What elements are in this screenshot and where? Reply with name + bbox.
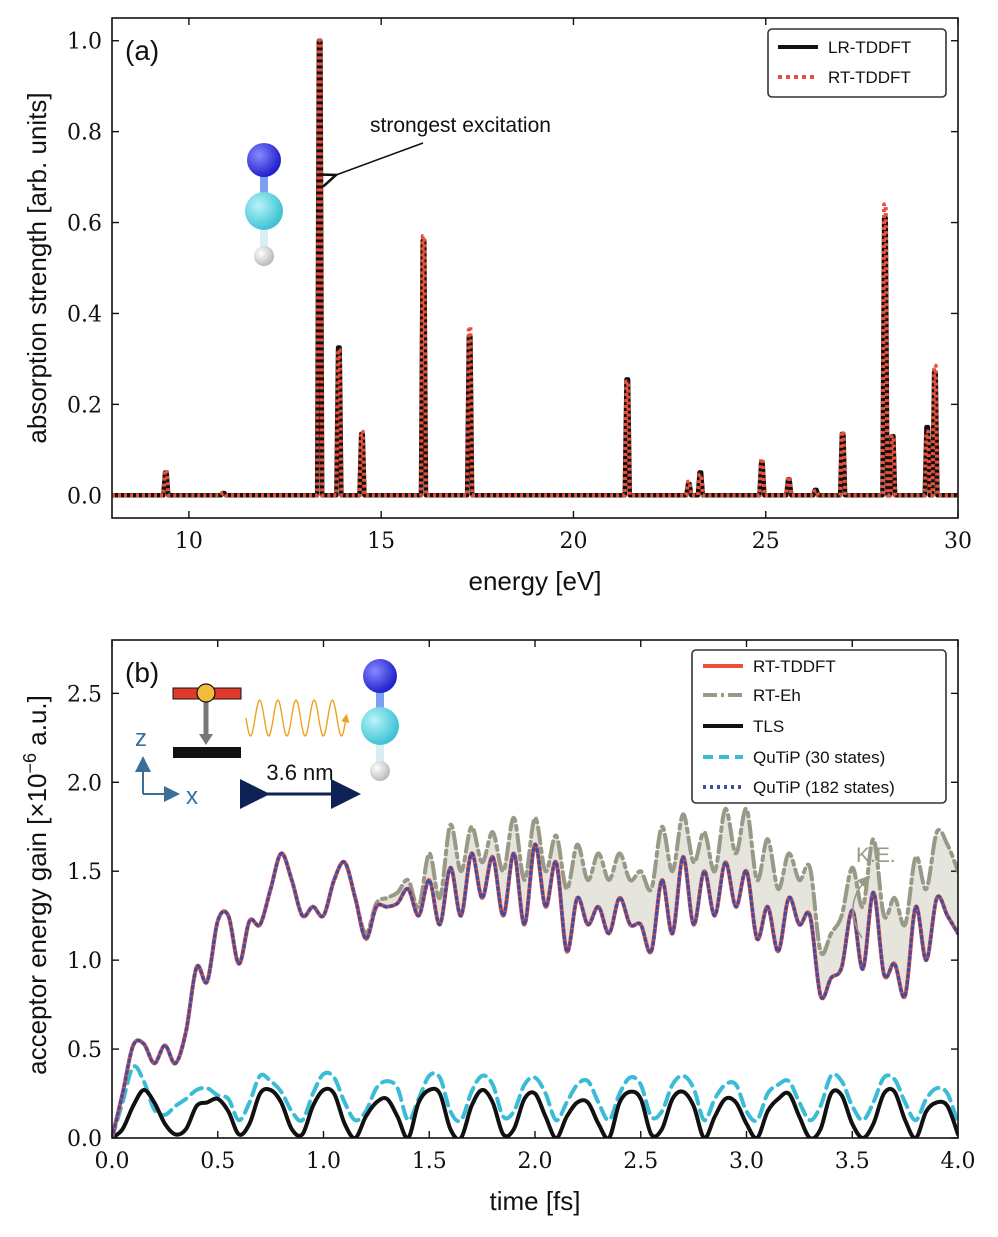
panel-b-xtick-label: 2.5 — [623, 1149, 658, 1174]
series-qutip-30-states- — [112, 1064, 958, 1138]
panel-a-ytick-label: 0.6 — [67, 212, 102, 237]
panel-a-ticks: 10 15 20 25 30 0.0 0.2 0.4 0.6 0.8 1.0 — [67, 18, 972, 554]
ke-arrow — [852, 875, 871, 939]
panel-a: 10 15 20 25 30 0.0 0.2 0.4 0.6 0.8 1.0 (a) energy … — [22, 17, 972, 596]
panel-a-series — [112, 38, 958, 498]
panel-b-xtick-label: 2.0 — [518, 1149, 553, 1174]
panel-a-label: (a) — [125, 35, 159, 66]
panel-b-ytick-label: 0.5 — [67, 1038, 102, 1063]
panel-b-xtick-label: 3.0 — [729, 1149, 764, 1174]
distance-label: 3.6 nm — [266, 760, 333, 785]
panel-b-ylabel: acceptor energy gain [×10−6 a.u.] — [20, 695, 52, 1075]
panel-b-series — [112, 806, 958, 1138]
axis-x-label: x — [186, 783, 198, 810]
strongest-excitation-annotation: strongest excitation — [370, 114, 551, 137]
panel-b-xtick-label: 1.0 — [306, 1149, 341, 1174]
hcn-molecule-icon — [361, 659, 399, 781]
panel-b-label: (b) — [125, 657, 159, 688]
legend-lr-tddft: LR-TDDFT — [828, 38, 911, 57]
panel-a-xtick-label: 25 — [752, 529, 780, 554]
panel-b-ytick-label: 1.0 — [67, 949, 102, 974]
panel-a-xtick-label: 15 — [367, 529, 395, 554]
panel-b-frame — [111, 639, 959, 1139]
panel-a-ytick-label: 0.2 — [67, 393, 102, 418]
xz-axes-icon: z x — [135, 725, 198, 810]
panel-b-ytick-label: 1.5 — [67, 860, 102, 885]
annotation-arrow — [336, 142, 424, 175]
panel-a-ytick-label: 0.4 — [67, 302, 102, 327]
ke-annotation: K.E. — [856, 844, 896, 867]
panel-b-ytick-label: 0.0 — [67, 1127, 102, 1152]
panel-a-legend: LR-TDDFT RT-TDDFT — [767, 28, 947, 98]
panel-a-xtick-label: 10 — [175, 529, 203, 554]
series-lr-tddft — [112, 38, 958, 498]
panel-b-legend: RT-TDDFT RT-Eh TLS QuTiP (30 states) QuT… — [691, 649, 947, 804]
legend-rt-tddft-b: RT-TDDFT — [753, 657, 836, 676]
series-qutip-182-states- — [112, 842, 958, 1138]
panel-b-xtick-label: 1.5 — [412, 1149, 447, 1174]
panel-b-xtick-label: 3.5 — [835, 1149, 870, 1174]
panel-a-ytick-label: 1.0 — [67, 30, 102, 55]
panel-a-ytick-label: 0.8 — [67, 121, 102, 146]
legend-tls: TLS — [753, 717, 784, 736]
panel-a-frame — [111, 17, 959, 519]
hcn-molecule-icon — [245, 143, 283, 266]
legend-qutip-30: QuTiP (30 states) — [753, 748, 885, 767]
axis-z-label: z — [135, 725, 147, 752]
panel-a-ylabel: absorption strength [arb. units] — [22, 92, 52, 443]
legend-rt-tddft-a: RT-TDDFT — [828, 68, 911, 87]
panel-b-ytick-label: 2.5 — [67, 682, 102, 707]
panel-a-xtick-label: 20 — [559, 529, 587, 554]
panel-b-ytick-label: 2.0 — [67, 771, 102, 796]
series-tls — [112, 1086, 958, 1138]
legend-rt-eh: RT-Eh — [753, 686, 801, 705]
series-rt-tddft — [112, 38, 958, 498]
ke-shaded-region — [112, 808, 958, 1138]
panel-a-xlabel: energy [eV] — [469, 566, 602, 596]
panel-b-xlabel: time [fs] — [489, 1186, 580, 1216]
panel-b-xtick-label: 0.5 — [200, 1149, 235, 1174]
panel-b: 0.0 0.5 1.0 1.5 2.0 2.5 3.0 3.5 4.0 0.0 0.5 1.0 1.5 2… — [20, 639, 976, 1216]
donor-schematic — [172, 683, 242, 758]
panel-a-ytick-label: 0.0 — [67, 484, 102, 509]
panel-b-ticks: 0.0 0.5 1.0 1.5 2.0 2.5 3.0 3.5 4.0 0.0 0.5 1.0 1.5 2… — [67, 640, 976, 1174]
panel-a-xtick-label: 30 — [944, 529, 972, 554]
legend-qutip-182: QuTiP (182 states) — [753, 778, 895, 797]
panel-b-xtick-label: 0.0 — [95, 1149, 130, 1174]
panel-b-xtick-label: 4.0 — [941, 1149, 976, 1174]
photon-wave-icon — [245, 698, 350, 737]
